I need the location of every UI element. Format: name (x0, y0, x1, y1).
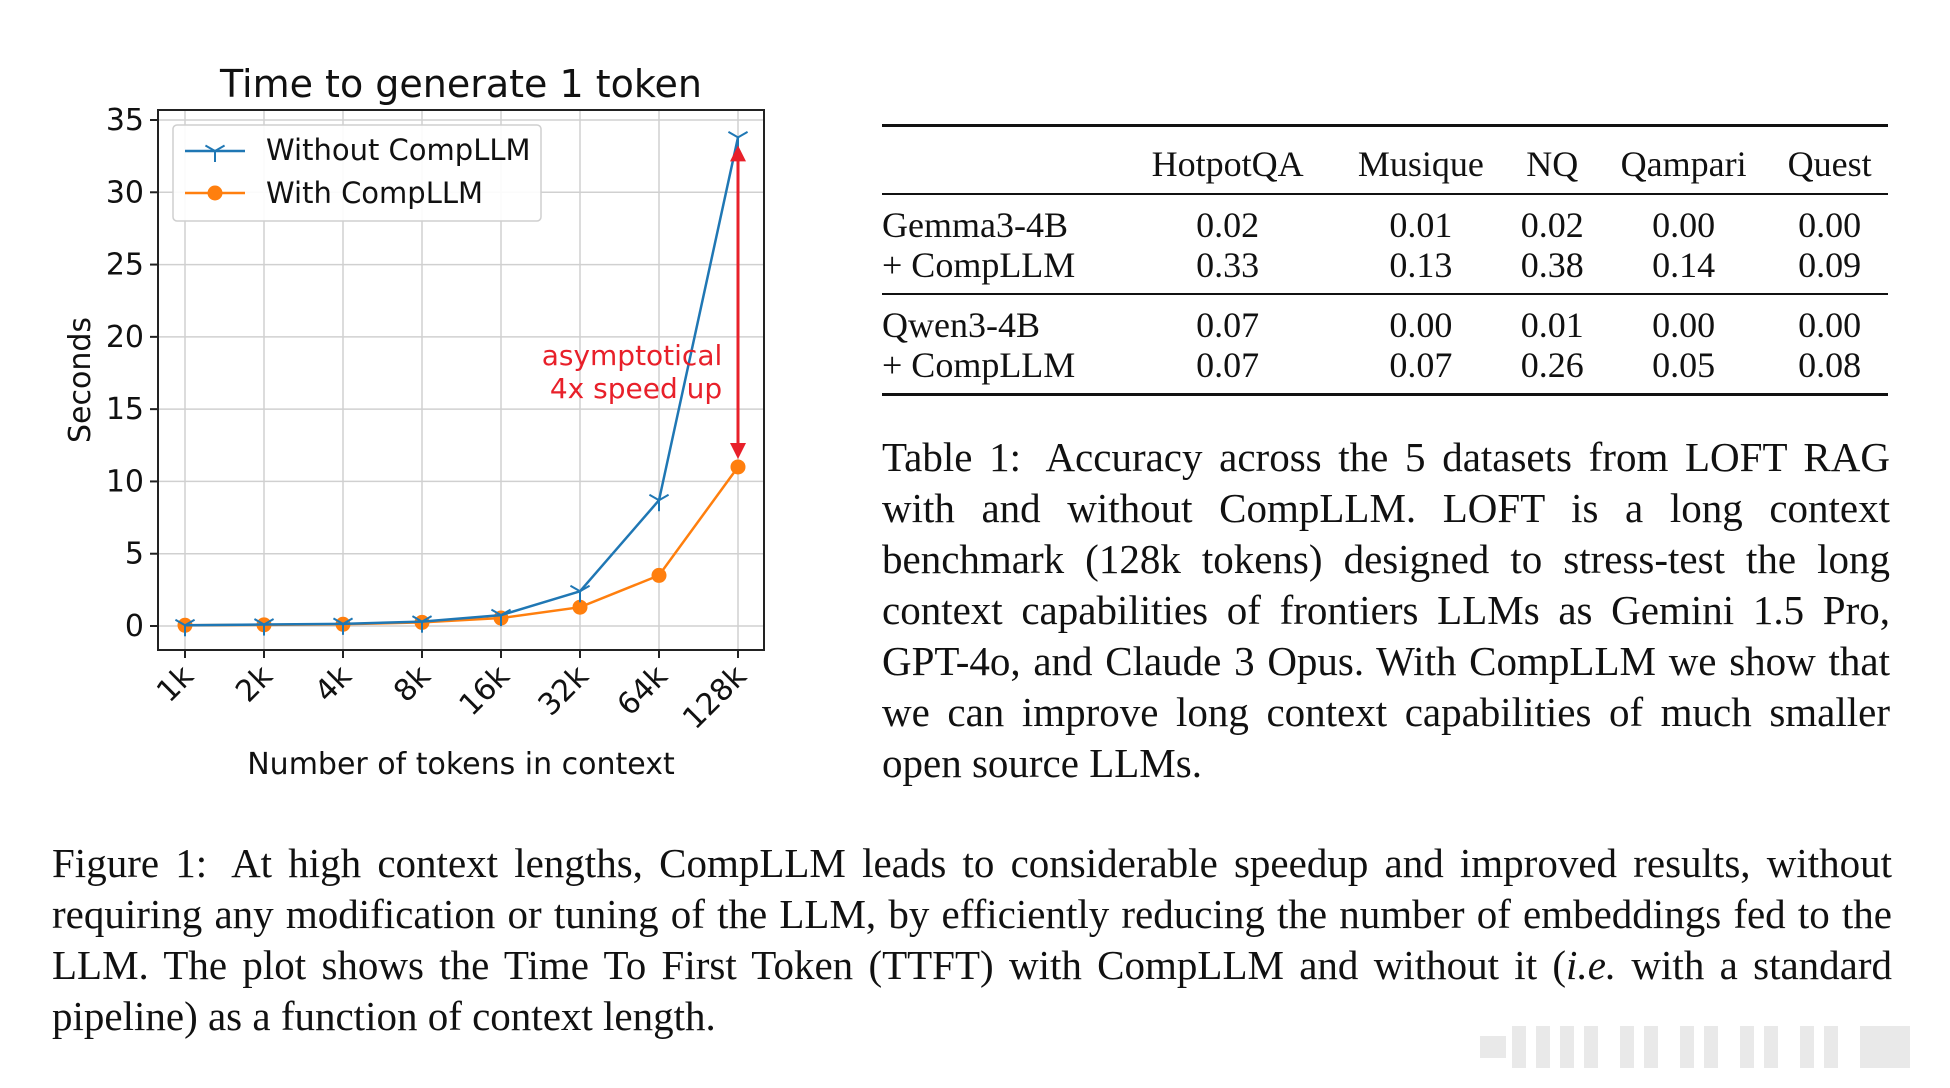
legend-marker-shape (207, 185, 223, 201)
data-point-without (332, 617, 354, 635)
header-qampari: Qampari (1620, 144, 1747, 184)
table-header-row: HotpotQA Musique NQ Qampari Quest (882, 125, 1888, 195)
table-row: Qwen3-4B 0.07 0.00 0.01 0.00 0.00 (882, 294, 1888, 345)
y-axis-label: Seconds (63, 317, 98, 443)
x-tick-label: 8k (387, 658, 438, 709)
header-hotpotqa: HotpotQA (1151, 144, 1304, 184)
figure-caption: Figure 1: At high context lengths, CompL… (52, 838, 1892, 1042)
y-axis-ticks: 0 5 10 15 20 25 30 35 (106, 103, 158, 644)
table-caption-label: Table 1: (882, 434, 1022, 480)
figure-caption-italic: i.e. (1566, 942, 1617, 988)
data-point-with (572, 599, 588, 615)
table-caption: Table 1: Accuracy across the 5 datasets … (882, 432, 1890, 789)
table-cell: 0.26 (1520, 345, 1584, 385)
table-cell: 0.02 (1196, 205, 1260, 245)
watermark-logo (1480, 1026, 1910, 1068)
figure-caption-text: At high context lengths, CompLLM leads t… (52, 840, 1892, 988)
x-tick-label: 2k (229, 658, 280, 709)
y-tick-label: 10 (106, 464, 144, 499)
figure-caption-label: Figure 1: (52, 840, 208, 886)
table-row: + CompLLM 0.07 0.07 0.26 0.05 0.08 (882, 345, 1888, 395)
x-tick-label: 128k (676, 658, 754, 736)
legend-marker-with (207, 185, 223, 201)
y-tick-label: 15 (106, 392, 144, 427)
model-name: + CompLLM (882, 245, 1076, 285)
annotation-line-2: 4x speed up (550, 372, 722, 405)
table-cell: 0.00 (1798, 205, 1862, 245)
table-cell: 0.09 (1798, 245, 1862, 285)
table-cell: 0.02 (1520, 205, 1584, 245)
data-point-without (490, 608, 512, 627)
annotation-arrow-head-down (730, 442, 746, 459)
y-tick-label: 20 (106, 320, 144, 355)
header-quest: Quest (1787, 144, 1872, 184)
model-name: Qwen3-4B (882, 305, 1040, 345)
table-cell: 0.01 (1389, 205, 1453, 245)
legend-box (172, 124, 542, 222)
data-point-without (648, 493, 670, 512)
table-cell: 0.07 (1389, 345, 1453, 385)
table-cell: 0.00 (1652, 205, 1716, 245)
data-point-with (730, 459, 746, 475)
x-axis-label: Number of tokens in context (247, 747, 675, 782)
table-cell: 0.33 (1196, 245, 1260, 285)
x-tick-label: 64k (611, 658, 675, 722)
y-tick-label: 30 (106, 175, 144, 210)
legend-marker-shape (204, 144, 226, 162)
y-tick-label: 35 (106, 103, 144, 138)
table-cell: 0.13 (1389, 245, 1453, 285)
data-point-without (253, 618, 275, 636)
data-point-without (411, 615, 433, 633)
annotation-arrow-head-up (730, 145, 746, 162)
x-axis-ticks: 1k 2k 4k 8k 16k 32k 64k 128k (150, 650, 754, 736)
table-cell: 0.00 (1652, 305, 1716, 345)
table-cell: 0.07 (1196, 345, 1260, 385)
y-tick-label: 5 (125, 537, 144, 572)
table-cell: 0.14 (1652, 245, 1716, 285)
table-cell: 0.00 (1389, 305, 1453, 345)
ttft-line-chart: Time to generate 1 token 05101520253035 … (63, 62, 765, 782)
legend-label-without: Without CompLLM (266, 133, 531, 167)
table-caption-text: Accuracy across the 5 datasets from LOFT… (882, 434, 1890, 786)
x-tick-label: 32k (532, 658, 596, 722)
x-tick-label: 1k (150, 658, 201, 709)
y-tick-label: 25 (106, 248, 144, 283)
results-table: HotpotQA Musique NQ Qampari Quest Gemma3… (882, 124, 1888, 396)
table-cell: 0.07 (1196, 305, 1260, 345)
series-line-without-compllm (184, 137, 740, 627)
annotation-line-1: asymptotical (542, 339, 723, 372)
table-cell: 0.38 (1520, 245, 1584, 285)
model-name: Gemma3-4B (882, 205, 1068, 245)
x-tick-label: 4k (308, 658, 359, 709)
chart-legend: Without CompLLM With CompLLM (172, 124, 542, 222)
data-point-with (651, 567, 667, 583)
speedup-annotation: asymptotical 4x speed up (542, 145, 746, 459)
chart-series (174, 130, 749, 637)
chart-title: Time to generate 1 token (219, 62, 702, 106)
data-point-without (174, 618, 196, 637)
legend-marker-without (204, 144, 226, 162)
table-cell: 0.01 (1520, 305, 1584, 345)
x-tick-label: 16k (453, 658, 517, 722)
model-name: + CompLLM (882, 345, 1076, 385)
plot-frame (157, 109, 765, 651)
data-point-without (569, 584, 591, 603)
header-musique: Musique (1357, 144, 1484, 184)
table-cell: 0.08 (1798, 345, 1862, 385)
table-row: Gemma3-4B 0.02 0.01 0.02 0.00 0.00 (882, 194, 1888, 245)
y-tick-label: 0 (125, 609, 144, 644)
series-line-with-compllm (184, 466, 740, 627)
table-cell: 0.00 (1798, 305, 1862, 345)
table-row: + CompLLM 0.33 0.13 0.38 0.14 0.09 (882, 245, 1888, 294)
header-nq: NQ (1526, 144, 1579, 184)
legend-label-with: With CompLLM (266, 176, 483, 210)
table-cell: 0.05 (1652, 345, 1716, 385)
header-model (882, 126, 1122, 195)
figure-caption-text-end: with a standard pipeline) as a function … (52, 942, 1893, 1039)
